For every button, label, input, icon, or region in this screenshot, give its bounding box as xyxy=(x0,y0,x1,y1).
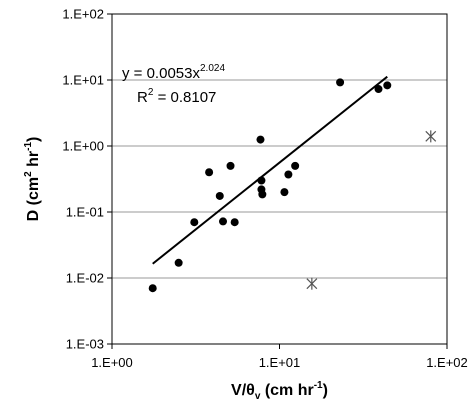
asterisk-data-point xyxy=(425,130,437,143)
y-tick-label: 1.E-02 xyxy=(66,271,104,286)
data-point xyxy=(190,218,199,227)
data-point xyxy=(256,135,265,144)
data-point xyxy=(205,168,214,177)
data-point xyxy=(383,81,392,90)
y-tick-label: 1.E+01 xyxy=(62,73,104,88)
data-point xyxy=(258,190,267,199)
gridlines xyxy=(112,79,447,279)
x-tick-label: 1.E+00 xyxy=(91,355,133,370)
y-tick-label: 1.E-03 xyxy=(66,337,104,352)
data-point xyxy=(219,217,228,226)
y-tick-label: 1.E+00 xyxy=(62,139,104,154)
data-point xyxy=(257,176,266,185)
axis-ticks: 1.E-03 1.E-02 1.E-01 1.E+00 1.E+01 1.E+02 1.E+… xyxy=(62,7,467,371)
data-point xyxy=(230,218,239,227)
y-axis-title: D (cm2 hr-1) xyxy=(23,137,42,222)
data-points xyxy=(148,78,437,293)
asterisk-data-point xyxy=(306,277,318,290)
data-point xyxy=(374,85,383,94)
trendline-layer xyxy=(152,75,388,265)
data-point xyxy=(174,258,183,267)
y-tick-label: 1.E+02 xyxy=(62,7,104,22)
data-point xyxy=(148,284,157,293)
x-axis-title: V/θv (cm hr-1) xyxy=(231,380,328,402)
y-tick-label: 1.E-01 xyxy=(66,205,104,220)
trendline-equation: y = 0.0053x2.024 xyxy=(122,63,225,82)
data-point xyxy=(215,191,224,200)
plot-area-frame xyxy=(111,13,448,345)
data-point xyxy=(284,170,293,179)
r-squared-label: R2 = 0.8107 xyxy=(137,87,216,106)
x-tick-label: 1.E+02 xyxy=(426,355,468,370)
data-point xyxy=(291,161,300,170)
data-point xyxy=(226,161,235,170)
x-tick-label: 1.E+01 xyxy=(259,355,301,370)
data-point xyxy=(336,78,345,87)
data-point xyxy=(280,188,289,197)
power-trendline xyxy=(152,75,388,265)
